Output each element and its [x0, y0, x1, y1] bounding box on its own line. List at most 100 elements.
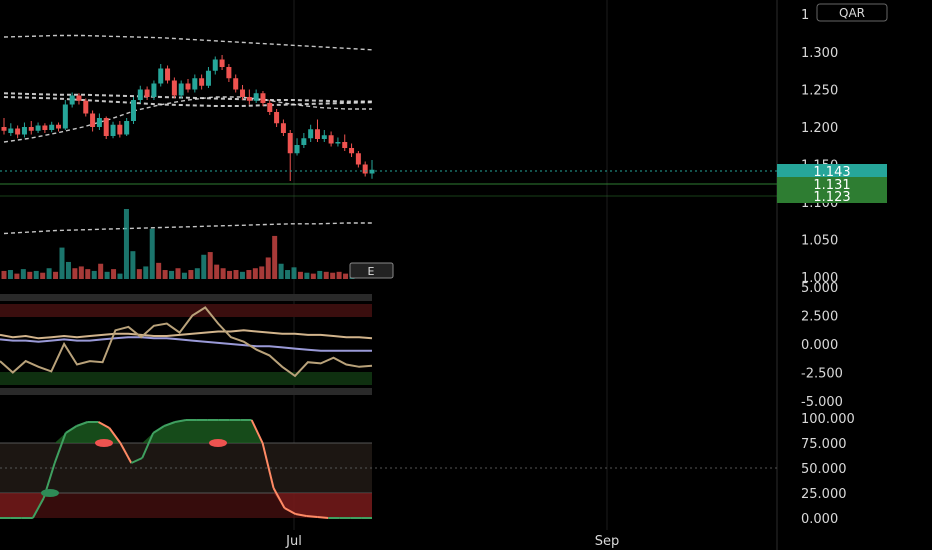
candle-body: [117, 124, 123, 135]
candle-body: [240, 89, 246, 97]
stoch-line-segment: [53, 432, 67, 464]
time-axis[interactable]: Jul Sep: [285, 534, 619, 549]
stoch-cross-marker: [95, 439, 113, 447]
candle-body: [185, 83, 191, 90]
candle-body: [144, 89, 150, 97]
volume-bar: [149, 228, 155, 279]
volume-bar: [285, 270, 291, 279]
volume-bar: [91, 270, 97, 279]
last-price-label-text: 1.143: [813, 165, 850, 180]
volume-bar: [336, 271, 342, 279]
candle-body: [314, 129, 320, 139]
volume-bar: [214, 264, 220, 279]
currency-badge[interactable]: QAR: [816, 3, 888, 22]
stoch-tick-label: 0.000: [801, 512, 838, 527]
candle-body: [124, 121, 130, 135]
stoch-line-segment: [163, 421, 176, 427]
volume-bar: [162, 270, 168, 279]
candle-body: [103, 118, 109, 136]
stoch-line-segment: [65, 425, 78, 434]
volume-bar: [53, 271, 59, 279]
volume-bar: [104, 271, 110, 279]
volume-bar: [59, 247, 65, 279]
candle-body: [56, 124, 62, 129]
candle-body: [205, 70, 211, 86]
candle-body: [110, 124, 116, 136]
volume-bar: [136, 269, 142, 279]
volume-bar: [7, 270, 13, 279]
candle-body: [165, 68, 171, 81]
stoch-line-segment: [317, 516, 329, 519]
stoch-tick-label: 50.000: [801, 462, 847, 477]
candle-body: [342, 142, 348, 148]
volume-bar: [207, 252, 213, 279]
volume-bar: [239, 271, 245, 279]
x-label-sep: Sep: [595, 534, 620, 549]
candle-body: [233, 78, 239, 90]
price-axis[interactable]: 1.3001.2501.2001.1501.1001.0501.0005.000…: [801, 46, 855, 527]
currency-badge-box: [816, 3, 888, 22]
stoch-line-segment: [97, 421, 110, 429]
candle-body: [274, 112, 280, 124]
osc-bottom-strip: [0, 388, 372, 395]
volume-bar: [85, 269, 91, 279]
volume-bar: [194, 268, 200, 279]
osc-series-line: [0, 329, 373, 340]
candle-body: [90, 113, 96, 127]
candle-body: [49, 124, 55, 130]
candles: [1, 55, 375, 181]
candle-body: [369, 169, 375, 174]
volume-bar: [46, 268, 52, 279]
volume-bar: [111, 269, 117, 279]
stoch-tick-label: 75.000: [801, 437, 847, 452]
volume-bar: [130, 251, 136, 279]
candle-body: [192, 78, 198, 90]
currency-badge-label: QAR: [839, 6, 865, 20]
candle-body: [83, 100, 89, 114]
volume-bar: [98, 263, 104, 279]
stoch-line-segment: [283, 507, 296, 515]
candle-body: [137, 89, 143, 100]
volume-bar: [20, 269, 26, 279]
candle-body: [219, 59, 225, 67]
volume-bar: [156, 262, 162, 279]
volume-bar: [259, 266, 265, 279]
candle-body: [158, 68, 164, 84]
x-label-jul: Jul: [285, 534, 302, 549]
volume-bar: [201, 254, 207, 279]
moving-average-line: [3, 222, 372, 235]
osc-tick-label: -2.500: [801, 367, 843, 382]
candle-body: [21, 127, 27, 135]
volume-bar: [265, 257, 271, 279]
stoch-line-segment: [141, 432, 155, 459]
osc-lower-band: [0, 372, 372, 385]
stoch-line-segment: [108, 427, 122, 444]
volume-bar: [252, 268, 258, 279]
volume-bar: [233, 270, 239, 279]
stoch-cross-marker: [209, 439, 227, 447]
volume-bar: [317, 270, 323, 279]
stoch-line-segment: [272, 487, 286, 509]
candle-body: [226, 67, 232, 79]
volume-bar: [343, 273, 349, 279]
volume-bar: [278, 263, 284, 279]
volume-bar: [246, 270, 252, 279]
stoch-line-segment: [31, 497, 45, 519]
candle-body: [267, 103, 273, 112]
candle-body: [335, 142, 341, 144]
candle-body: [212, 59, 218, 71]
volume-bar: [169, 270, 175, 279]
price-tick-label: 1.050: [801, 234, 838, 249]
osc-series-line: [0, 306, 373, 378]
earnings-badge-label: E: [368, 265, 375, 278]
earnings-badge-box: [349, 262, 394, 279]
osc-tick-label: -5.000: [801, 395, 843, 410]
stoch-line-segment: [306, 515, 318, 518]
candle-body: [199, 78, 205, 86]
candle-body: [171, 80, 177, 96]
volume-bar: [323, 271, 329, 279]
volume-bar: [304, 272, 310, 279]
earnings-badge[interactable]: E: [349, 262, 394, 279]
